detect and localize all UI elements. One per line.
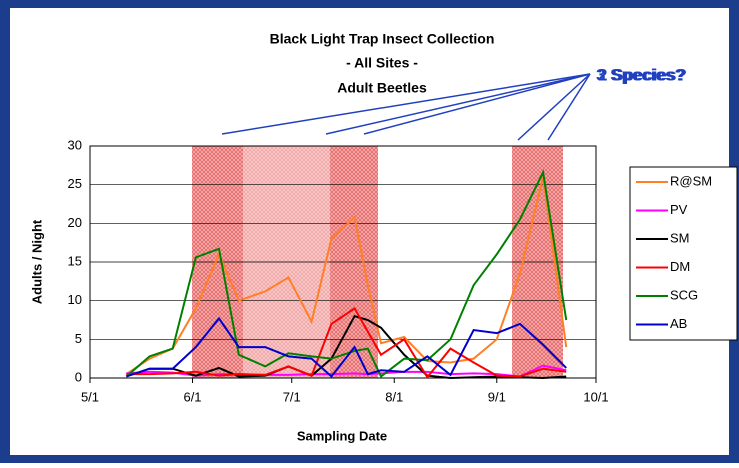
y-tick-label: 5 (75, 331, 82, 346)
x-tick-label: 9/1 (488, 389, 506, 404)
x-tick-label: 6/1 (183, 389, 201, 404)
y-tick-label: 20 (68, 215, 82, 230)
x-tick-label: 7/1 (283, 389, 301, 404)
annotation: 2 Species? (598, 65, 687, 84)
legend-label: PV (670, 202, 688, 217)
arrows (221, 73, 591, 141)
y-tick-label: 30 (68, 137, 82, 152)
legend-label: SM (670, 230, 690, 245)
legend-label: SCG (670, 287, 698, 302)
legend-label: DM (670, 259, 690, 274)
series-line (125, 176, 568, 375)
chart-title: Black Light Trap Insect Collection (270, 31, 495, 47)
chart-title: Adult Beetles (337, 80, 427, 96)
y-tick-label: 15 (68, 253, 82, 268)
y-tick-label: 25 (68, 176, 82, 191)
y-axis-label: Adults / Night (29, 219, 44, 304)
y-tick-label: 10 (68, 292, 82, 307)
annotation: 3 Species? (596, 65, 685, 84)
x-axis-label: Sampling Date (297, 428, 387, 443)
legend-label: R@SM (670, 173, 712, 188)
x-tick-label: 8/1 (385, 389, 403, 404)
series-line (126, 316, 567, 378)
x-tick-label: 10/1 (583, 389, 608, 404)
legend-box (629, 166, 738, 341)
x-tick-label: 5/1 (81, 389, 99, 404)
series-line (126, 364, 567, 378)
series-line (125, 169, 568, 379)
chart-title: - All Sites - (346, 55, 418, 71)
series-line (126, 306, 567, 379)
legend-label: AB (670, 316, 687, 331)
y-tick-label: 0 (75, 369, 82, 384)
plot-frame (89, 145, 597, 379)
